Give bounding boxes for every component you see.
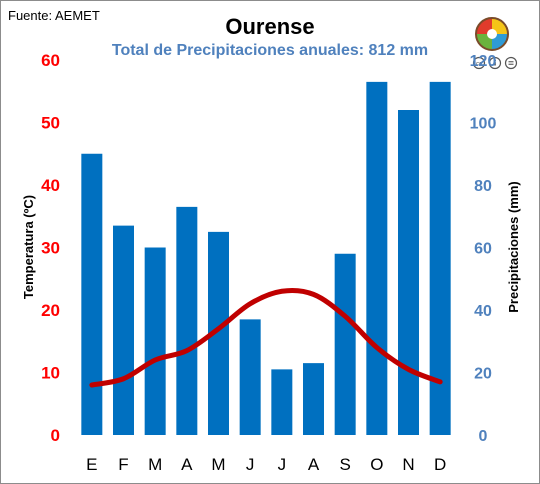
month-tick-label: E [86, 455, 97, 474]
temperature-line [89, 287, 443, 388]
precipitation-bar [113, 225, 134, 435]
by-attribution-icon [488, 56, 502, 70]
puzzle-logo-icon [475, 17, 509, 51]
temperature-line-layer [89, 287, 443, 388]
left-tick-label: 10 [41, 364, 60, 383]
month-tick-label: D [434, 455, 446, 474]
precipitation-bar [398, 110, 419, 435]
month-tick-label: J [246, 455, 255, 474]
precipitation-bar [429, 81, 451, 435]
svg-text:cc: cc [476, 62, 482, 68]
precipitation-bar [366, 81, 388, 435]
right-tick-label: 60 [474, 241, 492, 258]
right-tick-label: 20 [474, 366, 492, 383]
left-tick-label: 20 [41, 301, 60, 320]
right-axis-ticks: 0 20 40 60 80 100 120 [470, 53, 497, 445]
right-tick-label: 40 [474, 303, 492, 320]
month-tick-label: N [402, 455, 414, 474]
chart-title: Ourense [225, 14, 314, 39]
left-tick-label: 40 [41, 176, 60, 195]
right-tick-label: 0 [479, 428, 488, 445]
precipitation-bar [271, 369, 293, 435]
month-tick-label: F [118, 455, 128, 474]
left-tick-label: 30 [41, 239, 60, 258]
right-tick-label: 120 [470, 53, 497, 70]
precipitation-bar [176, 206, 198, 435]
left-axis-label: Temperatura (ºC) [21, 195, 36, 299]
month-tick-label: O [370, 455, 383, 474]
right-axis-label: Precipitaciones (mm) [506, 181, 521, 313]
left-axis-ticks: 0 10 20 30 40 50 60 [41, 51, 60, 445]
left-tick-label: 50 [41, 114, 60, 133]
right-tick-label: 100 [470, 116, 497, 133]
right-tick-label: 80 [474, 178, 492, 195]
left-tick-label: 60 [41, 51, 60, 70]
chart-subtitle: Total de Precipitaciones anuales: 812 mm [112, 42, 428, 59]
precipitation-bar [144, 247, 166, 435]
precipitation-bar [303, 363, 324, 435]
month-tick-label: M [211, 455, 225, 474]
precipitation-bar [239, 319, 261, 435]
nd-noderivs-icon [504, 56, 518, 70]
precipitation-bar [208, 231, 229, 435]
month-tick-label: S [339, 455, 350, 474]
precipitation-bar [81, 153, 103, 435]
month-tick-label: J [278, 455, 287, 474]
month-tick-label: M [148, 455, 162, 474]
cc-license-icon: cc [472, 56, 486, 70]
month-tick-label: A [181, 455, 193, 474]
month-tick-label: A [308, 455, 320, 474]
precipitation-bars [81, 81, 451, 435]
source-text: Fuente: AEMET [8, 8, 100, 23]
precipitation-bar [334, 253, 356, 435]
left-tick-label: 0 [51, 426, 60, 445]
